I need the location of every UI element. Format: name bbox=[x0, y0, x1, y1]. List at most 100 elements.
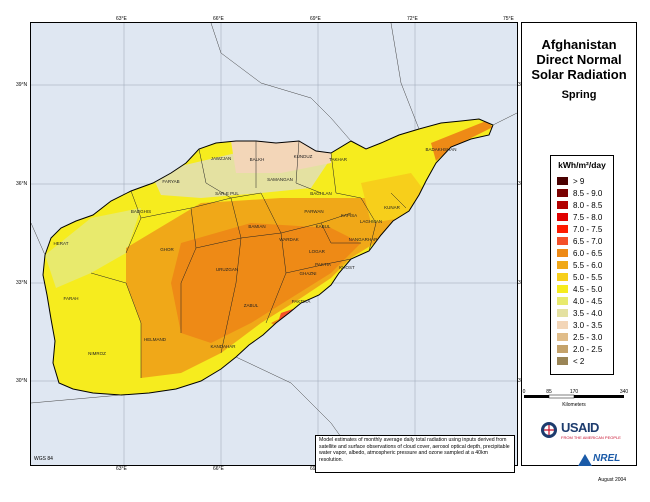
legend-entry: 7.5 - 8.0 bbox=[557, 212, 602, 222]
legend-label: 2.0 - 2.5 bbox=[573, 344, 603, 354]
legend-swatch bbox=[557, 297, 568, 305]
lon-label-72-top: 72°E bbox=[407, 16, 418, 22]
legend-label: 4.5 - 5.0 bbox=[573, 284, 603, 294]
legend-unit: kWh/m²/day bbox=[558, 160, 606, 170]
legend-swatch bbox=[557, 345, 568, 353]
legend-entry: 5.0 - 5.5 bbox=[557, 272, 602, 282]
legend-swatch bbox=[557, 285, 568, 293]
legend-swatch bbox=[557, 321, 568, 329]
label-laghman: LAGHMAN bbox=[360, 219, 382, 224]
legend-label: 8.0 - 8.5 bbox=[573, 200, 603, 210]
lon-label-63-top: 63°E bbox=[116, 16, 127, 22]
legend-label: 6.5 - 7.0 bbox=[573, 236, 603, 246]
scale-bar: 0 85 170 340 Kilometers bbox=[522, 387, 632, 408]
label-baghlan: BAGHLAN bbox=[310, 191, 332, 196]
datum-label: WGS 84 bbox=[34, 456, 53, 462]
nrel-wordmark: NREL bbox=[593, 453, 621, 464]
legend-label: 3.0 - 3.5 bbox=[573, 320, 603, 330]
lon-label-69-top: 69°E bbox=[310, 16, 321, 22]
legend-swatch bbox=[557, 309, 568, 317]
lon-label-66-bottom: 66°E bbox=[213, 466, 224, 472]
legend-box: kWh/m²/day > 9 8.5 - 9.0 8.0 - 8.5 7.5 - 8.… bbox=[550, 155, 614, 375]
scale-unit: Kilometers bbox=[562, 402, 586, 408]
label-parwan: PARWAN bbox=[304, 209, 323, 214]
legend-entry: 4.5 - 5.0 bbox=[557, 284, 602, 294]
legend-entry: < 2 bbox=[557, 356, 584, 366]
legend-swatch bbox=[557, 273, 568, 281]
label-paktia: PAKTIA bbox=[315, 262, 331, 267]
label-zabul: ZABUL bbox=[244, 303, 259, 308]
label-helmand: HELMAND bbox=[144, 337, 167, 342]
scale-tick-0: 0 bbox=[523, 389, 526, 395]
legend-label: < 2 bbox=[573, 356, 585, 366]
legend-entry: 2.5 - 3.0 bbox=[557, 332, 602, 342]
legend-label: 5.0 - 5.5 bbox=[573, 272, 603, 282]
label-logar: LOGAR bbox=[309, 249, 326, 254]
legend-swatch bbox=[557, 201, 568, 209]
label-kunar: KUNAR bbox=[384, 205, 401, 210]
label-samangan: SAMANGAN bbox=[267, 177, 293, 182]
legend-entry: 3.0 - 3.5 bbox=[557, 320, 602, 330]
label-nangarhar: NANGARHAR bbox=[349, 237, 379, 242]
date-label: August 2004 bbox=[598, 477, 627, 483]
legend-swatch bbox=[557, 189, 568, 197]
legend-entry: 7.0 - 7.5 bbox=[557, 224, 602, 234]
label-badakhshan: BADAKHSHAN bbox=[425, 147, 456, 152]
label-wardak: WARDAK bbox=[279, 237, 299, 242]
legend-panel: Afghanistan Direct Normal Solar Radiatio… bbox=[521, 22, 637, 466]
legend-swatch bbox=[557, 177, 568, 185]
legend-entry: 4.0 - 4.5 bbox=[557, 296, 602, 306]
label-faryab: FARYAB bbox=[162, 179, 179, 184]
label-khost: KHOST bbox=[339, 265, 355, 270]
label-badghis: BADGHIS bbox=[131, 209, 151, 214]
legend-swatch bbox=[557, 249, 568, 257]
legend-label: 8.5 - 9.0 bbox=[573, 188, 603, 198]
lon-label-66-top: 66°E bbox=[213, 16, 224, 22]
label-ghazni: GHAZNI bbox=[299, 271, 316, 276]
legend-label: 5.5 - 6.0 bbox=[573, 260, 603, 270]
legend-entry: 8.5 - 9.0 bbox=[557, 188, 602, 198]
lat-label-39-left: 39°N bbox=[16, 82, 28, 88]
legend-entry: 6.5 - 7.0 bbox=[557, 236, 602, 246]
legend-swatch bbox=[557, 333, 568, 341]
label-uruzgan: URUZGAN bbox=[216, 267, 238, 272]
label-farah: FARAH bbox=[63, 296, 78, 301]
legend-entry: 8.0 - 8.5 bbox=[557, 200, 602, 210]
label-takhar: TAKHAR bbox=[329, 157, 348, 162]
lat-label-30-left: 30°N bbox=[16, 378, 28, 384]
legend-entry: > 9 bbox=[557, 176, 584, 186]
legend-label: 4.0 - 4.5 bbox=[573, 296, 603, 306]
scale-tick-340: 340 bbox=[620, 389, 629, 395]
label-balkh: BALKH bbox=[250, 157, 265, 162]
methods-note: Model estimates of monthly average daily… bbox=[315, 435, 515, 473]
legend-label: 2.5 - 3.0 bbox=[573, 332, 603, 342]
label-sarepul: SAR-E PUL bbox=[215, 191, 239, 196]
legend-swatch bbox=[557, 261, 568, 269]
title-line-2: Direct Normal bbox=[536, 52, 622, 67]
label-kandahar: KANDAHAR bbox=[210, 344, 236, 349]
nrel-logo: NREL bbox=[578, 453, 628, 467]
legend-swatch bbox=[557, 357, 568, 365]
label-kunduz: KUNDUZ bbox=[294, 154, 313, 159]
scale-tick-170: 170 bbox=[570, 389, 579, 395]
title-line-1: Afghanistan bbox=[541, 37, 617, 52]
label-jawzjan: JAWZJAN bbox=[211, 156, 232, 161]
legend-entry: 2.0 - 2.5 bbox=[557, 344, 602, 354]
radiation-map: JAWZJAN BALKH KUNDUZ TAKHAR BADAKHSHAN F… bbox=[31, 23, 517, 465]
usaid-tagline: FROM THE AMERICAN PEOPLE bbox=[561, 435, 621, 440]
legend-label: 7.5 - 8.0 bbox=[573, 212, 603, 222]
label-ghor: GHOR bbox=[160, 247, 174, 252]
legend-label: 6.0 - 6.5 bbox=[573, 248, 603, 258]
legend-entry: 3.5 - 4.0 bbox=[557, 308, 602, 318]
title-line-3: Solar Radiation bbox=[531, 67, 627, 82]
lon-label-75-top: 75°E bbox=[503, 16, 514, 22]
lat-label-36-left: 36°N bbox=[16, 181, 28, 187]
legend-swatch bbox=[557, 237, 568, 245]
map-frame: JAWZJAN BALKH KUNDUZ TAKHAR BADAKHSHAN F… bbox=[30, 22, 518, 466]
legend-label: > 9 bbox=[573, 176, 585, 186]
lat-label-33-left: 33°N bbox=[16, 280, 28, 286]
label-paktika: PAKTIKA bbox=[292, 299, 311, 304]
usaid-wordmark: USAID bbox=[561, 420, 599, 435]
scale-tick-85: 85 bbox=[546, 389, 552, 395]
season-label: Spring bbox=[561, 89, 597, 101]
